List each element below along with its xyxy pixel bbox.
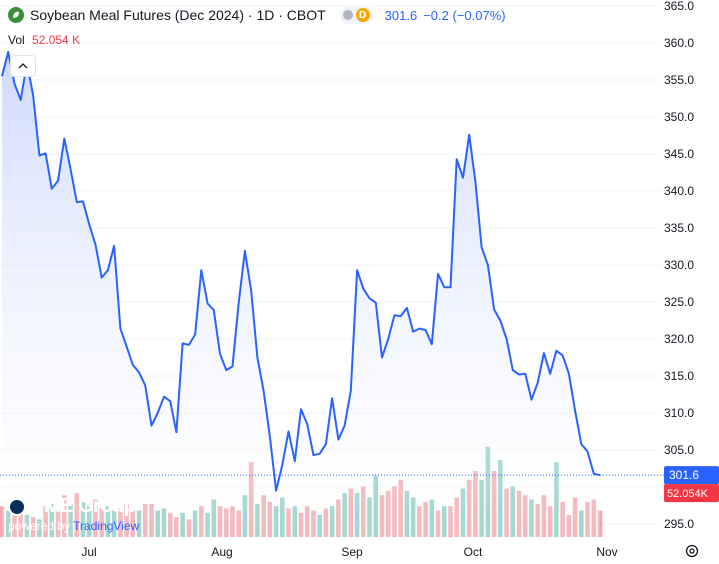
price-tick-label: 345.0 <box>664 147 694 161</box>
symbol-legend: Soybean Meal Futures (Dec 2024) · 1D · C… <box>8 6 506 24</box>
delayed-badge: D <box>355 8 370 22</box>
leaf-icon <box>8 7 24 23</box>
globe-icon <box>8 497 26 516</box>
market-status-pill[interactable]: D <box>339 6 373 24</box>
time-tick-label: Sep <box>341 545 363 559</box>
price-area-fill <box>2 51 600 538</box>
price-tick-label: 365.0 <box>664 0 694 13</box>
price-tick-label: 355.0 <box>664 73 694 87</box>
time-axis[interactable]: Jul Aug Sep Oct Nov <box>81 545 617 559</box>
price-tick-label: 320.0 <box>664 332 694 346</box>
chevron-up-icon <box>18 63 28 69</box>
price-tick-label: 325.0 <box>664 295 694 309</box>
last-price: 301.6 <box>384 7 418 23</box>
price-tick-label: 330.0 <box>664 258 694 272</box>
volume-legend: Vol 52.054 K <box>8 33 80 47</box>
price-tick-label: 295.0 <box>664 517 694 531</box>
price-tick-label: 335.0 <box>664 221 694 235</box>
cme-logo[interactable]: CME Group powered by TradingView <box>8 495 139 533</box>
volume-value: 52.054 K <box>32 33 81 47</box>
price-tick-label: 305.0 <box>664 443 694 457</box>
time-tick-label: Nov <box>596 545 617 559</box>
price-tick-label: 360.0 <box>664 36 694 50</box>
last-price-tag-text: 301.6 <box>669 468 699 482</box>
time-tick-label: Oct <box>464 545 483 559</box>
price-tick-label: 350.0 <box>664 110 694 124</box>
price-axis[interactable]: 365.0 360.0 355.0 350.0 345.0 340.0 335.0 330.0… <box>664 0 694 531</box>
last-volume-tag-text: 52.054K <box>667 488 709 500</box>
symbol-title[interactable]: Soybean Meal Futures (Dec 2024) · 1D · C… <box>30 7 326 23</box>
price-change: −0.2 (−0.07%) <box>423 7 506 23</box>
last-value-labels: 301.6 52.054K <box>664 466 719 503</box>
price-area <box>0 50 664 538</box>
price-tick-label: 315.0 <box>664 369 694 383</box>
status-dot-icon <box>342 10 353 20</box>
logo-name: CME Group <box>30 495 136 517</box>
powered-label: powered by <box>8 519 71 533</box>
volume-label: Vol <box>8 33 25 47</box>
last-volume-tag <box>664 484 719 503</box>
price-tick-label: 310.0 <box>664 406 694 420</box>
gear-icon[interactable] <box>685 544 699 558</box>
time-tick-label: Aug <box>211 545 232 559</box>
powered-by: powered by TradingView <box>8 519 139 533</box>
last-price-tag <box>664 466 719 485</box>
price-tick-label: 340.0 <box>664 184 694 198</box>
collapse-legend-button[interactable] <box>10 55 36 77</box>
brand-name: TradingView <box>73 519 140 533</box>
time-tick-label: Jul <box>81 545 96 559</box>
